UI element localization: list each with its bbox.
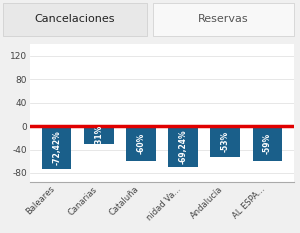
Text: -31%: -31% [94, 125, 103, 146]
Bar [126, 126, 156, 161]
Bar [84, 126, 114, 144]
Text: -53%: -53% [221, 131, 230, 152]
Text: -60%: -60% [136, 133, 146, 154]
Bar [253, 126, 282, 161]
Text: Reservas: Reservas [198, 14, 249, 24]
Bar [42, 126, 71, 168]
Bar [168, 126, 198, 167]
Text: Cancelaciones: Cancelaciones [35, 14, 115, 24]
Text: -59%: -59% [263, 133, 272, 154]
Bar [153, 3, 294, 36]
Text: -69,24%: -69,24% [178, 129, 188, 164]
Text: -72,42%: -72,42% [52, 130, 61, 165]
Bar [210, 126, 240, 157]
Bar [3, 3, 147, 36]
